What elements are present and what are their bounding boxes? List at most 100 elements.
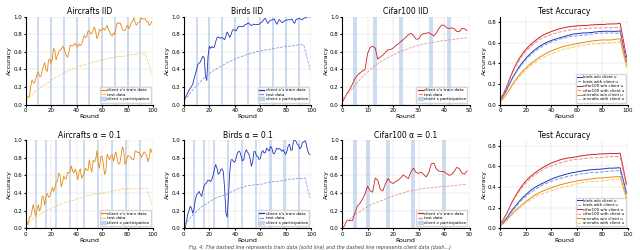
Bar: [140, 140, 141, 228]
birds w/o client u: [521, 194, 529, 198]
cifar100 with client u: [623, 185, 630, 188]
aircrafts w/o client u: [521, 68, 529, 71]
birds w/o client u: [618, 172, 625, 174]
Bar: [55, 140, 57, 228]
cifar100 w/o client u: [623, 56, 630, 59]
Bar: [272, 17, 274, 104]
cifar100 w/o client u: [561, 26, 569, 29]
Bar: [412, 140, 415, 228]
birds w/o client u: [561, 173, 569, 176]
Line: aircrafts w/o client u: aircrafts w/o client u: [500, 177, 627, 226]
birds with client u: [497, 99, 504, 102]
cifar100 with client u: [561, 29, 569, 32]
aircrafts w/o client u: [572, 42, 579, 45]
cifar100 with client u: [497, 98, 504, 101]
Y-axis label: Accuracy: Accuracy: [7, 46, 12, 75]
aircrafts w/o client u: [616, 37, 624, 40]
cifar100 w/o client u: [561, 157, 569, 160]
birds w/o client u: [497, 224, 504, 226]
aircrafts with client u: [572, 45, 579, 48]
cifar100 with client u: [618, 32, 625, 35]
aircrafts with client u: [616, 177, 624, 180]
Bar: [259, 17, 261, 104]
Bar: [45, 140, 47, 228]
birds w/o client u: [612, 166, 620, 170]
Bar: [399, 17, 403, 104]
birds w/o client u: [618, 36, 625, 38]
aircrafts w/o client u: [612, 175, 620, 178]
Bar: [125, 140, 127, 228]
Y-axis label: Accuracy: Accuracy: [482, 170, 487, 199]
Bar: [442, 140, 446, 228]
X-axis label: Round: Round: [396, 114, 416, 119]
aircrafts with client u: [623, 198, 630, 201]
Bar: [447, 17, 451, 104]
Bar: [298, 17, 300, 104]
Legend: client x's train data, test data, client x participation: client x's train data, test data, client…: [417, 210, 467, 226]
birds w/o client u: [616, 166, 624, 169]
Bar: [193, 140, 195, 228]
Bar: [63, 17, 65, 104]
Bar: [246, 17, 248, 104]
Bar: [227, 140, 230, 228]
Line: aircrafts with client u: aircrafts with client u: [500, 42, 627, 102]
aircrafts w/o client u: [497, 100, 504, 103]
birds w/o client u: [616, 30, 624, 32]
Bar: [37, 17, 39, 104]
Bar: [88, 17, 90, 104]
cifar100 with client u: [612, 26, 620, 29]
cifar100 w/o client u: [618, 29, 625, 32]
X-axis label: Round: Round: [237, 114, 257, 119]
cifar100 w/o client u: [572, 156, 579, 158]
aircrafts with client u: [561, 47, 569, 50]
birds with client u: [618, 174, 625, 177]
birds with client u: [612, 32, 620, 35]
cifar100 with client u: [623, 58, 630, 61]
Bar: [97, 140, 99, 228]
Line: cifar100 with client u: cifar100 with client u: [500, 28, 627, 100]
Title: Test Accuracy: Test Accuracy: [538, 130, 590, 140]
Legend: client x's train data, test data, client x participation: client x's train data, test data, client…: [417, 87, 467, 102]
Title: Cifar100 α = 0.1: Cifar100 α = 0.1: [374, 130, 437, 140]
cifar100 w/o client u: [497, 222, 504, 225]
Bar: [213, 140, 216, 228]
aircrafts w/o client u: [623, 197, 630, 200]
Bar: [76, 17, 77, 104]
Line: cifar100 with client u: cifar100 with client u: [500, 156, 627, 224]
Bar: [83, 140, 85, 228]
cifar100 w/o client u: [521, 181, 529, 184]
aircrafts with client u: [572, 183, 579, 186]
Line: birds with client u: birds with client u: [500, 171, 627, 226]
Y-axis label: Accuracy: Accuracy: [482, 46, 487, 75]
Title: Test Accuracy: Test Accuracy: [538, 7, 590, 16]
Line: birds w/o client u: birds w/o client u: [500, 168, 627, 225]
birds w/o client u: [497, 98, 504, 102]
Bar: [196, 17, 198, 104]
cifar100 w/o client u: [526, 44, 534, 47]
cifar100 with client u: [526, 178, 534, 181]
Y-axis label: Accuracy: Accuracy: [165, 46, 170, 75]
birds with client u: [618, 37, 625, 40]
birds with client u: [612, 169, 620, 172]
birds with client u: [623, 61, 630, 64]
Bar: [429, 17, 433, 104]
aircrafts w/o client u: [526, 63, 534, 66]
X-axis label: Round: Round: [237, 238, 257, 243]
birds with client u: [561, 36, 569, 39]
cifar100 w/o client u: [612, 152, 620, 155]
Title: Aircrafts α = 0.1: Aircrafts α = 0.1: [58, 130, 121, 140]
aircrafts with client u: [612, 178, 620, 180]
cifar100 w/o client u: [572, 24, 579, 28]
aircrafts with client u: [497, 224, 504, 227]
cifar100 w/o client u: [612, 22, 620, 25]
Bar: [203, 140, 205, 228]
X-axis label: Round: Round: [79, 238, 99, 243]
Bar: [111, 140, 113, 228]
cifar100 with client u: [572, 28, 579, 31]
Bar: [255, 140, 257, 228]
Bar: [298, 140, 300, 228]
Bar: [127, 17, 129, 104]
birds w/o client u: [612, 30, 620, 33]
birds with client u: [521, 60, 529, 63]
cifar100 with client u: [521, 183, 529, 186]
